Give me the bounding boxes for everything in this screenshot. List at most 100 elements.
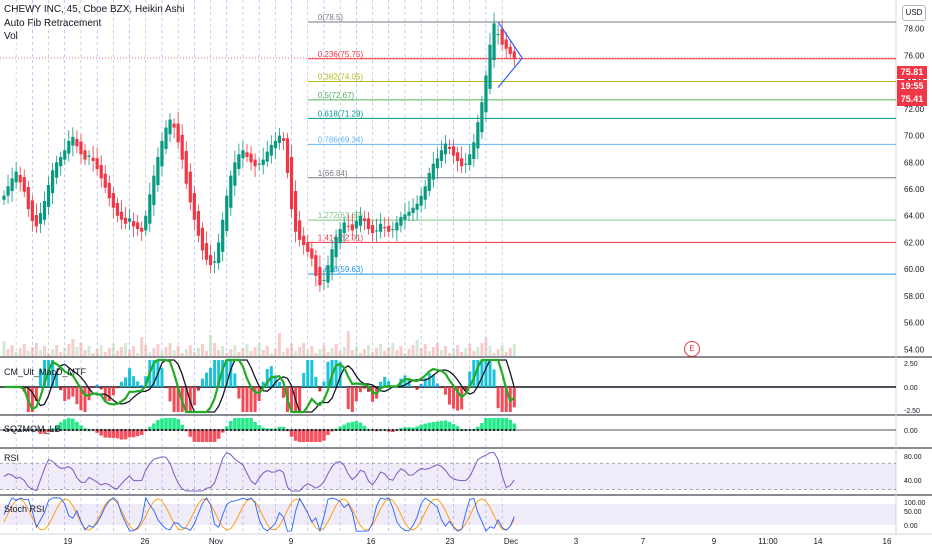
volume-bar xyxy=(290,344,294,356)
volume-bar xyxy=(415,340,419,356)
sqzmom-dot xyxy=(436,428,439,432)
candle-body xyxy=(213,261,217,263)
sqzmom-bar xyxy=(488,418,492,430)
sqzmom-bar xyxy=(245,418,249,430)
sqzmom-dot xyxy=(428,428,431,432)
sqzmom-dot xyxy=(15,428,18,432)
sqzmom-bar xyxy=(212,430,217,442)
candle-body xyxy=(14,171,18,183)
volume-bar xyxy=(448,353,451,356)
candle-body xyxy=(480,102,484,133)
candle-body xyxy=(285,138,290,173)
sqzmom-dot xyxy=(318,428,321,432)
time-tick-label: 3 xyxy=(574,537,579,546)
volume-bar xyxy=(115,351,119,356)
candle-body xyxy=(46,185,51,208)
candle-body xyxy=(83,150,87,160)
macd-histogram-bar xyxy=(241,387,245,412)
sqzmom-dot xyxy=(310,428,313,432)
volume-legend: Vol xyxy=(4,31,18,42)
sqzmom-bar xyxy=(119,430,124,440)
sqzmom-bar xyxy=(216,430,221,439)
sqzmom-dot xyxy=(51,428,54,432)
candle-body xyxy=(484,75,488,113)
time-tick-label: 26 xyxy=(141,537,150,546)
volume-bar xyxy=(245,344,249,356)
sqzmom-dot xyxy=(152,428,155,432)
macd-histogram-bar xyxy=(456,387,460,411)
time-tick-label: Nov xyxy=(209,537,223,546)
volume-bar xyxy=(237,352,241,356)
fib-level-label: 0.786(69.34) xyxy=(318,135,364,144)
macd-histogram-bar xyxy=(168,387,172,402)
sqzmom-dot xyxy=(221,428,224,432)
sqzmom-bar xyxy=(75,421,79,430)
volume-bar xyxy=(209,335,213,356)
volume-bar xyxy=(176,346,180,356)
time-tick-label: 7 xyxy=(641,537,646,546)
candle-body xyxy=(233,162,237,186)
volume-bar xyxy=(302,343,306,356)
sqzmom-bar xyxy=(164,418,168,430)
price-tick-label: 70.00 xyxy=(904,132,925,141)
currency-button[interactable]: USD xyxy=(902,5,926,21)
sqzmom-bar xyxy=(297,430,302,442)
sqzmom-dot xyxy=(448,428,451,432)
candle-body xyxy=(241,150,245,159)
macd-histogram-bar xyxy=(387,381,391,387)
candle-body xyxy=(419,195,423,206)
sqzmom-dot xyxy=(140,428,143,432)
sqzmom-bar xyxy=(403,427,407,430)
volume-bar xyxy=(87,346,91,356)
macd-histogram-bar xyxy=(358,387,362,393)
time-tick-label: 16 xyxy=(883,537,892,546)
candle-body xyxy=(188,171,192,203)
sqzmom-dot xyxy=(229,428,232,432)
macd-histogram-bar xyxy=(111,387,115,396)
volume-bar xyxy=(91,353,95,356)
sqzmom-bar xyxy=(241,418,245,430)
candle-body xyxy=(87,155,91,157)
sqzmom-bar xyxy=(180,424,184,430)
sqzmom-dot xyxy=(314,428,317,432)
sqzmom-dot xyxy=(371,428,374,432)
sqzmom-bar xyxy=(111,430,116,438)
macd-histogram-bar xyxy=(423,378,427,387)
candle-body xyxy=(273,140,277,149)
sqzmom-dot xyxy=(59,428,62,432)
sqzmom-dot xyxy=(237,428,240,432)
sqzmom-dot xyxy=(241,428,245,432)
volume-bar xyxy=(30,347,34,356)
sqzmom-bar xyxy=(362,425,367,430)
volume-bar xyxy=(59,352,63,356)
time-tick-label: 16 xyxy=(367,537,376,546)
macd-histogram-bar xyxy=(504,387,508,412)
candle-body xyxy=(208,255,213,266)
sqzmom-dot xyxy=(420,428,423,432)
macd-histogram-bar xyxy=(362,387,366,389)
volume-bar xyxy=(229,349,233,356)
volume-bar xyxy=(55,345,59,356)
sqzmom-pane-title: SQZMOM_LB xyxy=(4,424,61,434)
volume-bar xyxy=(196,348,200,356)
sqzmom-dot xyxy=(108,428,111,432)
volume-bar xyxy=(286,348,289,356)
sqzmom-bar xyxy=(58,422,63,430)
volume-bar xyxy=(350,350,354,356)
rsi-tick-label: 40.00 xyxy=(904,478,922,485)
candle-body xyxy=(192,193,196,220)
sqzmom-bar xyxy=(95,430,99,433)
sqzmom-dot xyxy=(79,428,83,432)
sqzmom-dot xyxy=(213,428,216,432)
earnings-marker[interactable]: E xyxy=(684,341,700,357)
candle-body xyxy=(375,230,379,232)
sqzmom-dot xyxy=(343,428,346,432)
stoch-tick-label: 100.00 xyxy=(904,500,926,507)
candle-body xyxy=(370,225,375,234)
sqzmom-bar xyxy=(512,423,517,430)
sqzmom-dot xyxy=(501,428,504,432)
sqzmom-bar xyxy=(439,420,444,430)
sqzmom-bar xyxy=(354,421,359,430)
sqzmom-dot xyxy=(245,428,249,432)
